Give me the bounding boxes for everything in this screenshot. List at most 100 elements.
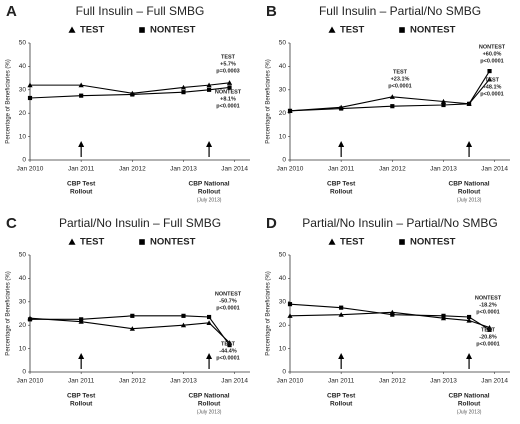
annotation: p<0.0001 — [388, 83, 411, 89]
y-tick-label: 30 — [19, 299, 27, 306]
annotation: TEST — [221, 54, 236, 60]
triangle-marker — [226, 80, 233, 85]
legend-label: NONTEST — [410, 237, 456, 248]
x-tick-label: Jan 2013 — [430, 166, 457, 173]
y-tick-label: 40 — [279, 275, 287, 282]
event-note: (July 2013) — [197, 409, 222, 415]
panel-title: Partial/No Insulin – Partial/No SMBG — [302, 216, 497, 230]
panel-title: Partial/No Insulin – Full SMBG — [59, 216, 221, 230]
annotation: TEST — [393, 69, 408, 75]
y-tick-label: 20 — [19, 322, 27, 329]
x-tick-label: Jan 2010 — [277, 378, 304, 385]
y-tick-label: 20 — [19, 110, 27, 117]
event-label: Rollout — [330, 189, 353, 196]
event-label: CBP National — [189, 181, 230, 188]
square-marker — [79, 93, 84, 98]
annotation: p<0.0001 — [216, 355, 239, 361]
x-tick-label: Jan 2012 — [119, 378, 146, 385]
y-tick-label: 40 — [19, 275, 27, 282]
legend-marker — [328, 26, 336, 33]
panel: A Full Insulin – Full SMBG TEST NONTEST Perc… — [6, 3, 250, 203]
panel-letter: A — [6, 3, 17, 20]
square-marker — [79, 317, 84, 322]
square-marker — [181, 313, 186, 318]
event-label: Rollout — [70, 401, 93, 408]
x-tick-label: Jan 2011 — [328, 166, 355, 173]
series-line — [29, 317, 230, 344]
square-marker — [487, 327, 492, 332]
event-label: CBP National — [189, 393, 230, 400]
x-tick-label: Jan 2012 — [379, 166, 406, 173]
event-arrowhead — [466, 141, 473, 147]
event-arrowhead — [466, 353, 473, 359]
annotation: NONTEST — [215, 291, 242, 297]
y-tick-label: 10 — [19, 345, 27, 352]
legend-marker — [399, 27, 405, 33]
panel: C Partial/No Insulin – Full SMBG TEST NONTE… — [6, 215, 250, 415]
panel-title: Full Insulin – Partial/No SMBG — [319, 4, 481, 18]
triangle-marker — [180, 322, 187, 328]
triangle-marker — [389, 94, 395, 99]
square-marker — [441, 313, 446, 318]
square-marker — [466, 101, 472, 106]
x-tick-label: Jan 2010 — [17, 166, 44, 173]
triangle-marker — [440, 315, 447, 321]
legend-marker — [328, 238, 336, 245]
series-line — [289, 78, 490, 112]
annotation: TEST — [481, 327, 496, 333]
x-tick-label: Jan 2013 — [170, 378, 197, 385]
y-tick-label: 0 — [282, 369, 286, 376]
legend-label: TEST — [340, 237, 364, 248]
annotation: +60.0% — [483, 51, 502, 57]
legend-label: TEST — [80, 25, 104, 36]
event-note: (July 2013) — [197, 197, 222, 203]
x-tick-label: Jan 2013 — [430, 378, 457, 385]
annotation: p<0.0001 — [480, 91, 503, 97]
triangle-marker — [466, 317, 472, 323]
x-tick-label: Jan 2014 — [221, 378, 248, 385]
annotation: p<0.0001 — [480, 58, 503, 64]
y-tick-label: 30 — [279, 299, 287, 306]
annotation: -18.2% — [479, 302, 497, 308]
annotation: +8.1% — [220, 96, 236, 102]
square-marker — [27, 95, 33, 101]
square-marker — [466, 314, 472, 320]
y-tick-label: 10 — [279, 133, 287, 140]
annotation: -20.8% — [479, 334, 497, 340]
square-marker — [227, 85, 232, 90]
y-tick-label: 50 — [279, 252, 287, 259]
x-tick-label: Jan 2012 — [379, 378, 406, 385]
event-arrowhead — [338, 353, 345, 359]
event-label: Rollout — [458, 401, 481, 408]
square-marker — [227, 343, 232, 348]
triangle-marker — [27, 82, 33, 88]
legend-label: NONTEST — [150, 25, 196, 36]
triangle-marker — [206, 320, 212, 325]
square-marker — [339, 106, 344, 111]
square-marker — [339, 305, 344, 310]
y-tick-label: 20 — [279, 322, 287, 329]
square-marker — [441, 102, 446, 108]
event-label: Rollout — [198, 189, 221, 196]
square-marker — [130, 92, 135, 97]
series-line — [289, 70, 491, 112]
event-label: CBP Test — [327, 393, 356, 400]
legend-label: TEST — [340, 25, 364, 36]
event-note: (July 2013) — [457, 197, 482, 203]
x-tick-label: Jan 2013 — [170, 166, 197, 173]
y-tick-label: 20 — [279, 110, 287, 117]
y-tick-label: 50 — [19, 252, 27, 259]
event-note: (July 2013) — [457, 409, 482, 415]
annotation: TEST — [221, 341, 236, 347]
panel: B Full Insulin – Partial/No SMBG TEST NONTE… — [266, 3, 510, 203]
triangle-marker — [287, 313, 293, 318]
triangle-marker — [440, 98, 447, 104]
triangle-marker — [338, 312, 344, 317]
legend-marker — [139, 239, 145, 245]
x-tick-label: Jan 2014 — [481, 378, 508, 385]
square-marker — [130, 313, 135, 318]
event-label: CBP National — [449, 181, 490, 188]
annotation: p=0.0003 — [216, 68, 239, 74]
square-marker — [287, 108, 293, 113]
event-label: CBP Test — [327, 181, 356, 188]
